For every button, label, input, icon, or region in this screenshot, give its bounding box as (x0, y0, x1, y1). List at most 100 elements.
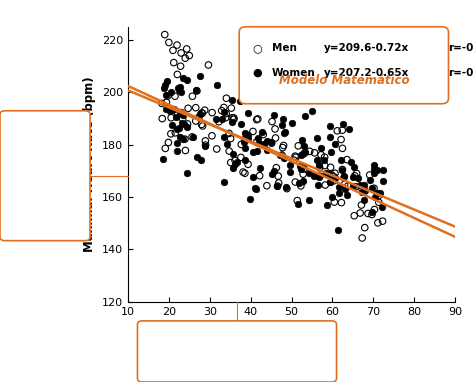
Point (176, 109, 183, 115)
Point (316, 173, 324, 179)
Point (260, 141, 267, 147)
Point (268, 170, 276, 176)
Point (293, 197, 301, 204)
Point (283, 186, 291, 192)
Point (192, 118, 200, 124)
Point (201, 138, 209, 144)
Point (340, 173, 347, 179)
Point (366, 172, 374, 178)
Point (223, 95, 230, 101)
Point (250, 173, 257, 180)
Point (201, 143, 209, 149)
Point (335, 190, 343, 196)
Point (292, 179, 299, 185)
Point (164, 139, 172, 146)
Point (255, 135, 262, 141)
Point (294, 143, 302, 149)
Point (249, 149, 256, 155)
Point (253, 139, 261, 145)
Point (188, 134, 196, 140)
Point (174, 15, 182, 21)
Point (330, 199, 338, 205)
Point (296, 163, 303, 169)
Point (241, 157, 249, 163)
Point (254, 116, 262, 122)
Point (330, 174, 338, 180)
Point (163, 99, 170, 105)
Point (268, 118, 276, 125)
Point (227, 159, 235, 165)
Point (305, 170, 312, 176)
Point (161, 82, 169, 88)
Point (249, 128, 257, 134)
Point (332, 141, 339, 147)
Point (375, 193, 383, 199)
Point (271, 167, 278, 173)
Point (237, 154, 245, 160)
Point (229, 165, 237, 171)
Point (240, 139, 248, 145)
Point (263, 183, 271, 189)
Point (338, 167, 346, 173)
Point (366, 176, 374, 183)
Point (379, 178, 386, 184)
Point (326, 179, 334, 185)
Point (209, 110, 216, 116)
X-axis label: Age (year): Age (year) (256, 322, 327, 335)
Text: ○: ○ (252, 43, 262, 53)
Point (279, 144, 286, 151)
Point (215, 119, 223, 125)
Point (177, 108, 185, 115)
Point (338, 127, 346, 133)
Point (195, 114, 203, 120)
Point (331, 170, 339, 176)
Point (176, 134, 183, 140)
Point (199, 123, 207, 129)
Point (321, 182, 329, 188)
Point (231, 157, 239, 163)
Point (316, 165, 323, 171)
Point (225, 130, 233, 136)
Point (298, 152, 305, 159)
Point (220, 109, 228, 115)
Point (179, 116, 186, 122)
Point (343, 191, 350, 197)
Point (337, 157, 345, 163)
Point (371, 207, 378, 213)
Point (205, 62, 212, 68)
Point (283, 184, 290, 190)
Point (184, 121, 191, 127)
Point (226, 148, 233, 154)
Point (273, 183, 281, 189)
Point (380, 167, 387, 173)
Point (336, 183, 343, 189)
Point (167, 89, 175, 95)
Point (256, 165, 264, 172)
Point (189, 93, 196, 99)
FancyBboxPatch shape (239, 27, 448, 104)
Point (258, 129, 265, 135)
Point (321, 162, 328, 168)
Point (297, 167, 304, 173)
Point (374, 220, 382, 226)
Point (371, 162, 378, 168)
Text: Men: Men (272, 43, 297, 53)
Point (286, 162, 294, 168)
Point (193, 154, 201, 160)
Point (373, 167, 381, 173)
Point (331, 175, 339, 181)
Point (159, 156, 167, 162)
Point (340, 121, 347, 127)
Point (173, 126, 181, 132)
Point (218, 108, 226, 114)
Point (237, 141, 245, 147)
Point (173, 149, 181, 155)
Point (236, 98, 243, 104)
Point (314, 135, 321, 141)
Point (320, 157, 328, 163)
Point (245, 136, 252, 142)
Point (239, 169, 247, 175)
Point (189, 133, 197, 139)
Point (278, 152, 286, 158)
Point (315, 182, 322, 188)
